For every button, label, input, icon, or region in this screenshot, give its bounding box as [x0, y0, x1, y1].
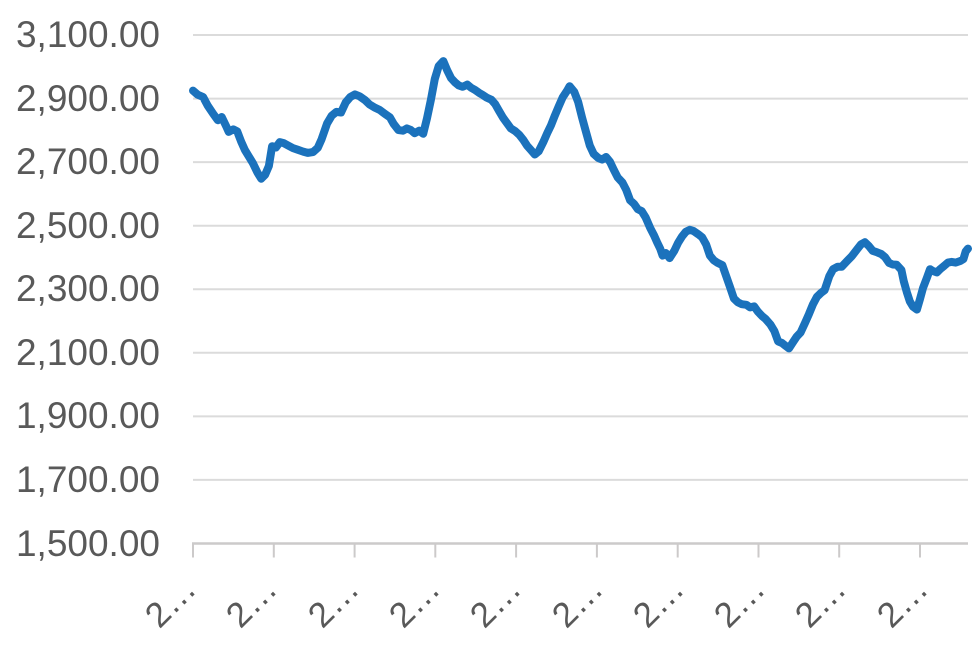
y-axis-tick-label: 2,500.00 [15, 204, 160, 246]
y-axis-tick-label: 3,100.00 [15, 14, 160, 55]
y-axis-tick-label: 2,300.00 [15, 268, 160, 310]
y-axis-tick-label: 1,700.00 [15, 458, 160, 500]
series-line [189, 57, 972, 353]
y-axis-tick-label: 2,700.00 [15, 141, 160, 183]
y-axis-tick-label: 2,900.00 [15, 77, 160, 119]
y-axis-tick-label: 2,100.00 [15, 331, 160, 373]
y-axis-tick-label: 1,500.00 [15, 522, 160, 564]
y-axis-tick-label: 1,900.00 [15, 395, 160, 437]
